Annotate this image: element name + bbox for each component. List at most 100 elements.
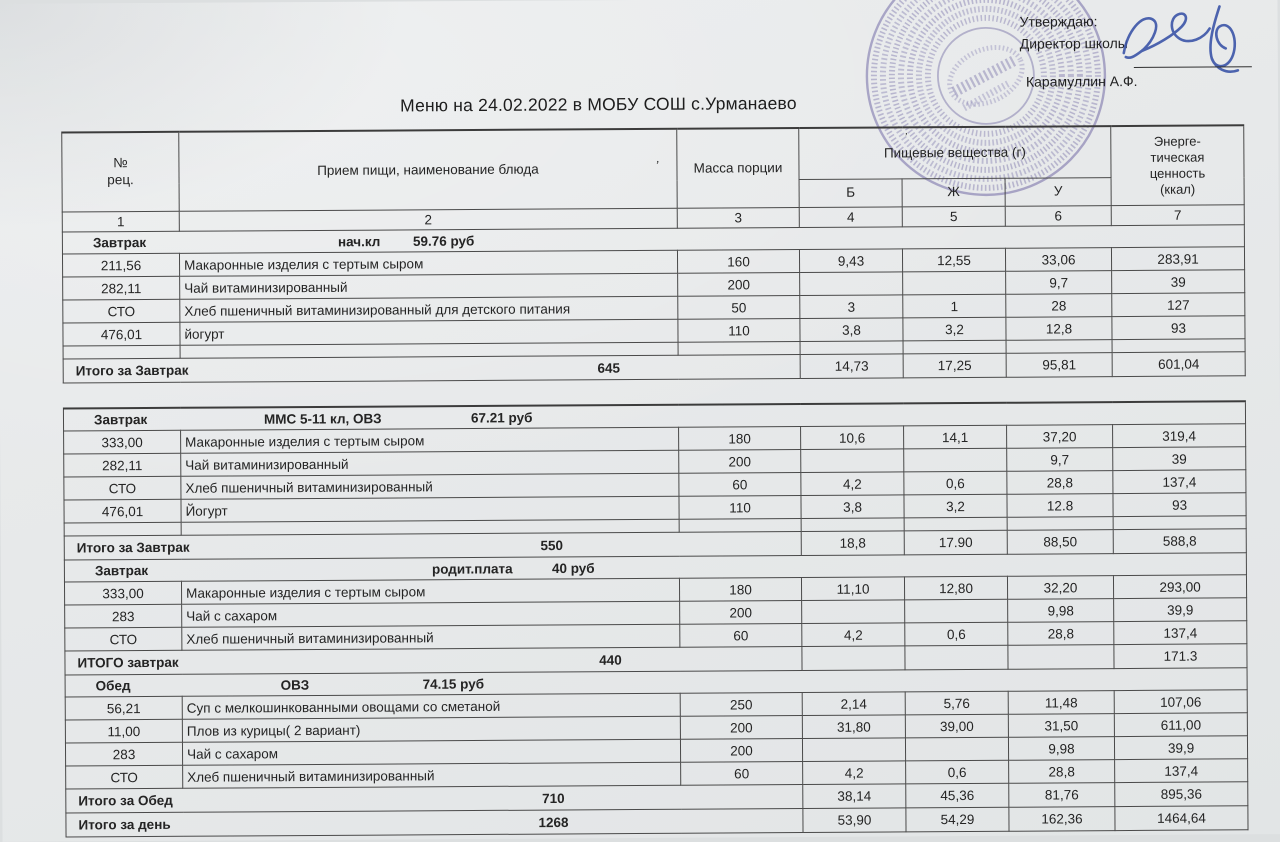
col-number: 1 <box>62 211 180 233</box>
carb-cell: 9,98 <box>1007 598 1114 623</box>
carb-cell: 11,48 <box>1008 690 1115 715</box>
fat-cell <box>903 448 1007 472</box>
meal-label: Обед <box>95 678 131 694</box>
protein-cell <box>799 271 903 296</box>
carb-cell: 32,20 <box>1007 575 1114 600</box>
fat-cell: 39,00 <box>905 714 1009 738</box>
protein-cell <box>801 599 905 624</box>
energy-cell: 39 <box>1111 269 1245 294</box>
total-carb-cell: 81,76 <box>1008 782 1115 808</box>
energy-cell: 93 <box>1112 492 1247 517</box>
protein-cell <box>802 737 906 762</box>
recipe-cell: СТО <box>62 299 180 324</box>
protein-cell: 4,2 <box>802 760 906 785</box>
total-label: ИТОГО завтрак <box>77 654 179 671</box>
recipe-cell: 282,11 <box>63 453 181 478</box>
total-carb-cell: 162,36 <box>1008 806 1116 832</box>
total-fat-cell: 54,29 <box>905 807 1010 832</box>
recipe-cell: 282,11 <box>62 276 180 301</box>
recipe-cell: 476,01 <box>62 322 181 347</box>
dish-cell: йогурт <box>179 319 679 346</box>
protein-cell: 4,2 <box>801 622 905 647</box>
carb-cell: 28,8 <box>1007 621 1114 646</box>
total-carb-cell <box>1007 644 1115 670</box>
fat-cell <box>902 271 1006 295</box>
energy-cell: 107,06 <box>1114 689 1248 714</box>
total-protein-cell: 38,14 <box>802 783 906 809</box>
total-label-cell: Итого за день 1268 <box>65 808 804 838</box>
mass-cell: 60 <box>680 761 803 786</box>
protein-cell: 3,8 <box>799 317 904 342</box>
fat-cell: 12,55 <box>902 248 1006 272</box>
menu-table-block-1: № рец. Прием пищи, наименование блюда Ма… <box>61 124 1246 384</box>
carb-cell: 33,06 <box>1005 247 1112 272</box>
director-signature <box>1122 5 1240 73</box>
mass-cell: 200 <box>679 600 802 625</box>
recipe-cell: СТО <box>65 765 183 790</box>
col-header-fat: Ж <box>902 178 1006 207</box>
col-number: 7 <box>1111 204 1245 226</box>
mass-cell: 50 <box>677 295 800 320</box>
fat-cell: 0,6 <box>905 760 1009 784</box>
total-fat-cell: 17,25 <box>903 353 1007 378</box>
table-header-row: № рец. Прием пищи, наименование блюда Ма… <box>61 125 1245 213</box>
recipe-cell: 283 <box>64 604 182 629</box>
dish-cell: Макаронные изделия с тертым сыром <box>180 427 679 454</box>
col-header-nutrients: Пищевые вещества (г) <box>798 126 1112 180</box>
col-header-carbs: У <box>1005 177 1112 207</box>
energy-cell: 39,9 <box>1113 597 1247 622</box>
total-carb-cell: 88,50 <box>1007 529 1114 555</box>
energy-cell: 127 <box>1111 292 1245 317</box>
carb-cell: 12.8 <box>1006 493 1114 518</box>
mass-cell: 180 <box>678 426 801 451</box>
fat-cell <box>905 737 1009 761</box>
col-number: 3 <box>677 207 800 229</box>
dish-cell: Чай витаминизированный <box>180 450 679 477</box>
mass-cell: 110 <box>678 495 802 520</box>
total-carb-cell: 95,81 <box>1006 352 1113 378</box>
total-label: Итого за Завтрак <box>76 539 190 556</box>
energy-cell: 137,4 <box>1113 620 1247 645</box>
dish-cell: Макаронные изделия с тертым сыром <box>179 250 678 277</box>
group-label: ОВЗ <box>280 677 310 693</box>
col-header-dish: Прием пищи, наименование блюда <box>178 128 678 212</box>
carb-cell: 12,8 <box>1005 316 1113 341</box>
energy-cell: 611,00 <box>1114 712 1248 737</box>
recipe-cell: 11,00 <box>65 719 183 744</box>
meal-label: Завтрак <box>94 563 149 579</box>
dish-cell: Макаронные изделия с тертым сыром <box>181 578 680 605</box>
fat-cell <box>904 599 1008 623</box>
mass-cell: 180 <box>679 577 802 602</box>
recipe-cell: СТО <box>63 476 181 501</box>
fat-cell: 0,6 <box>904 622 1008 646</box>
recipe-cell: 333,00 <box>63 430 181 455</box>
energy-cell: 283,91 <box>1111 246 1245 271</box>
mass-cell: 200 <box>680 738 803 763</box>
total-energy-cell: 171.3 <box>1113 643 1248 669</box>
recipe-cell: 476,01 <box>63 499 182 524</box>
total-protein-cell <box>801 645 906 671</box>
recipe-cell: СТО <box>64 627 182 652</box>
protein-cell <box>800 448 904 473</box>
col-header-mass: Масса порции <box>676 128 800 209</box>
mass-cell: 160 <box>677 249 800 274</box>
fat-cell: 12,80 <box>904 576 1008 600</box>
dish-cell: Плов из курицы( 2 вариант) <box>182 716 681 743</box>
total-mass: 440 <box>599 652 622 668</box>
dish-cell: Суп с мелкошинкованными овощами со смета… <box>182 693 681 720</box>
round-stamp-seal <box>865 0 1107 197</box>
price-label: 59.76 руб <box>412 233 475 249</box>
carb-cell: 9,7 <box>1005 270 1112 295</box>
total-label: Итого за день <box>78 816 171 833</box>
dish-cell: Хлеб пшеничный витаминизированный <box>180 473 679 500</box>
col-header-recipe: № рец. <box>61 131 180 213</box>
protein-cell: 2,14 <box>802 691 906 716</box>
dish-cell: Хлеб пшеничный витаминизированный <box>182 762 681 789</box>
meal-label: Завтрак <box>93 412 148 428</box>
total-fat-cell: 17.90 <box>904 530 1008 555</box>
carb-cell: 37,20 <box>1006 424 1113 449</box>
total-energy-cell: 601,04 <box>1112 351 1246 377</box>
energy-cell: 93 <box>1111 315 1246 340</box>
